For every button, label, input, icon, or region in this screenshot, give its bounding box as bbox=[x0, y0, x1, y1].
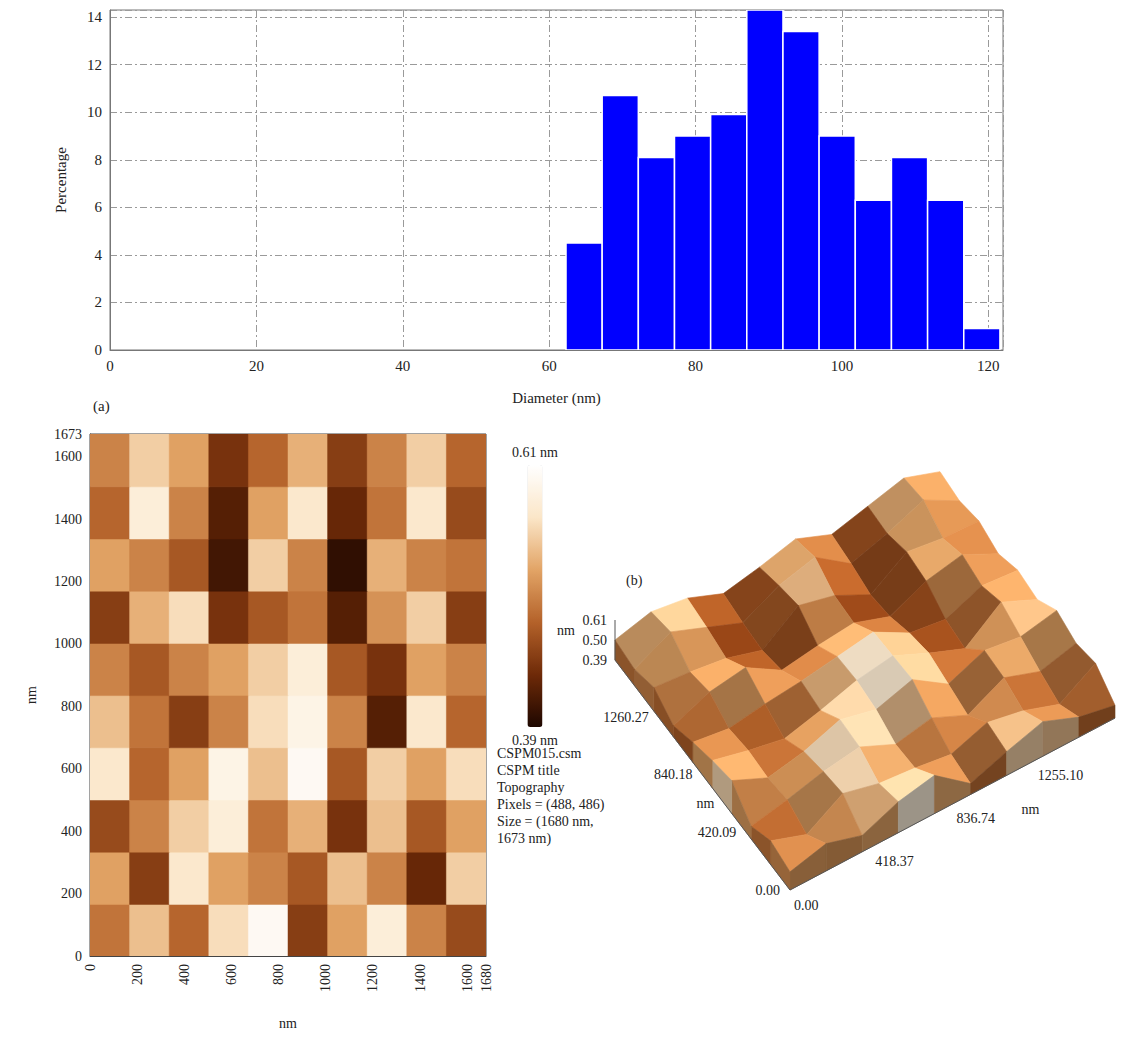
svg-text:0: 0 bbox=[106, 358, 114, 374]
svg-text:600: 600 bbox=[224, 964, 239, 985]
svg-text:nm: nm bbox=[279, 1016, 297, 1031]
svg-text:0: 0 bbox=[83, 964, 98, 971]
svg-text:600: 600 bbox=[61, 761, 82, 776]
svg-text:418.37: 418.37 bbox=[875, 854, 914, 869]
svg-text:1600: 1600 bbox=[54, 449, 82, 464]
svg-text:40: 40 bbox=[395, 358, 410, 374]
svg-text:400: 400 bbox=[61, 824, 82, 839]
svg-text:nm: nm bbox=[1022, 802, 1040, 817]
svg-text:1400: 1400 bbox=[413, 964, 428, 992]
svg-text:nm: nm bbox=[557, 623, 575, 638]
svg-text:nm: nm bbox=[696, 796, 714, 811]
svg-text:Percentage: Percentage bbox=[53, 147, 69, 213]
svg-text:20: 20 bbox=[249, 358, 264, 374]
svg-text:10: 10 bbox=[87, 104, 102, 120]
svg-text:12: 12 bbox=[87, 57, 102, 73]
svg-text:1400: 1400 bbox=[54, 512, 82, 527]
svg-text:14: 14 bbox=[87, 9, 103, 25]
svg-text:120: 120 bbox=[977, 358, 1000, 374]
svg-text:840.18: 840.18 bbox=[654, 767, 693, 782]
svg-text:0.39 nm: 0.39 nm bbox=[512, 733, 558, 748]
svg-text:Diameter (nm): Diameter (nm) bbox=[512, 390, 601, 407]
svg-text:60: 60 bbox=[542, 358, 557, 374]
svg-text:0: 0 bbox=[75, 949, 82, 964]
svg-text:1255.10: 1255.10 bbox=[1038, 768, 1084, 783]
svg-text:1680: 1680 bbox=[479, 964, 494, 992]
svg-text:80: 80 bbox=[688, 358, 703, 374]
svg-text:CSPM015.csm: CSPM015.csm bbox=[497, 746, 582, 761]
svg-text:6: 6 bbox=[95, 199, 103, 215]
svg-text:100: 100 bbox=[831, 358, 854, 374]
svg-text:(b): (b) bbox=[626, 573, 643, 589]
svg-text:Pixels = (488, 486): Pixels = (488, 486) bbox=[497, 797, 605, 813]
svg-text:0.00: 0.00 bbox=[756, 883, 781, 898]
svg-text:8: 8 bbox=[95, 152, 103, 168]
svg-text:800: 800 bbox=[61, 699, 82, 714]
svg-text:2: 2 bbox=[95, 294, 103, 310]
svg-text:1600: 1600 bbox=[460, 964, 475, 992]
svg-text:0: 0 bbox=[95, 342, 103, 358]
svg-text:(a): (a) bbox=[93, 398, 110, 415]
svg-text:200: 200 bbox=[130, 964, 145, 985]
svg-text:Topography: Topography bbox=[497, 780, 564, 795]
svg-text:836.74: 836.74 bbox=[957, 811, 996, 826]
svg-text:200: 200 bbox=[61, 886, 82, 901]
svg-text:420.09: 420.09 bbox=[698, 825, 737, 840]
svg-text:1673 nm): 1673 nm) bbox=[497, 831, 551, 847]
svg-text:800: 800 bbox=[271, 964, 286, 985]
svg-text:400: 400 bbox=[177, 964, 192, 985]
svg-text:0.61 nm: 0.61 nm bbox=[512, 445, 558, 460]
svg-text:CSPM title: CSPM title bbox=[497, 763, 560, 778]
svg-text:1200: 1200 bbox=[365, 964, 380, 992]
svg-text:0.61: 0.61 bbox=[583, 613, 608, 628]
svg-text:nm: nm bbox=[24, 686, 39, 704]
svg-text:1200: 1200 bbox=[54, 574, 82, 589]
svg-text:0.39: 0.39 bbox=[583, 653, 608, 668]
svg-text:1673: 1673 bbox=[54, 427, 82, 442]
svg-text:1260.27: 1260.27 bbox=[603, 710, 649, 725]
svg-text:1000: 1000 bbox=[318, 964, 333, 992]
svg-text:4: 4 bbox=[95, 247, 103, 263]
svg-text:1000: 1000 bbox=[54, 636, 82, 651]
svg-text:Size = (1680 nm,: Size = (1680 nm, bbox=[497, 814, 594, 830]
svg-text:0.00: 0.00 bbox=[794, 898, 819, 913]
svg-text:0.50: 0.50 bbox=[583, 633, 608, 648]
